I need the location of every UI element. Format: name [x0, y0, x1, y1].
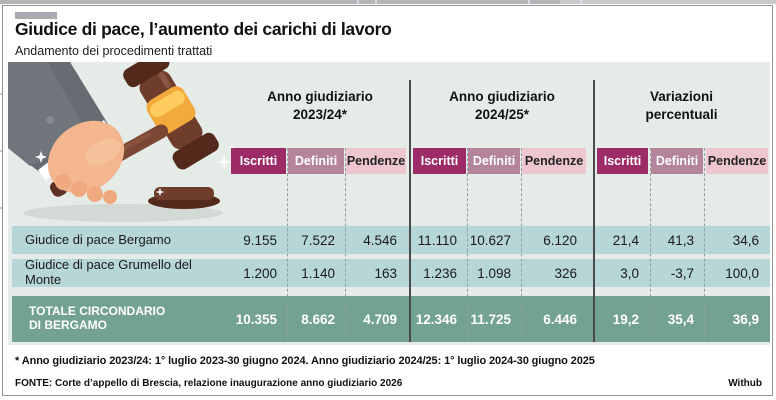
- source-line: FONTE: Corte d’appello di Brescia, relaz…: [15, 378, 403, 389]
- column-group-2024-25: Anno giudiziario 2024/25*: [449, 89, 555, 122]
- table-panel: Anno giudiziario 2023/24* Anno giudiziar…: [8, 62, 770, 345]
- col-header-definiti: Definiti: [651, 148, 703, 174]
- cell: 12.346: [415, 311, 457, 327]
- top-strip-divider: [528, 0, 530, 4]
- cell: 10.355: [235, 311, 277, 327]
- kicker-bar: [15, 12, 57, 19]
- cell: 19,2: [612, 311, 639, 327]
- col-header-iscritti: Iscritti: [597, 148, 648, 174]
- cell: 326: [554, 265, 577, 281]
- column-divider: [345, 148, 346, 342]
- top-strip-divider: [357, 0, 359, 4]
- credit: Withub: [728, 378, 762, 389]
- column-divider: [704, 148, 705, 342]
- table-row-bergamo: Giudice di pace Bergamo 9.155 7.522 4.54…: [12, 226, 770, 254]
- row-label: Giudice di pace Grumello del Monte: [25, 257, 192, 287]
- page-edge-mark: [0, 207, 3, 209]
- column-divider: [521, 148, 522, 342]
- group-divider: [409, 80, 411, 342]
- cell: 1.098: [477, 265, 511, 281]
- col-header-pendenze: Pendenze: [706, 148, 768, 174]
- cell: 7.522: [301, 232, 335, 248]
- cell: 10.627: [469, 232, 511, 248]
- top-strip-divider: [580, 0, 582, 4]
- col-header-pendenze: Pendenze: [522, 148, 586, 174]
- row-label: TOTALE CIRCONDARIO DI BERGAMO: [29, 304, 166, 332]
- cell: 100,0: [725, 265, 759, 281]
- cell: 35,4: [667, 311, 694, 327]
- cell: 34,6: [732, 232, 759, 248]
- cell: 6.120: [543, 232, 577, 248]
- column-header-row: Iscritti Definiti Pendenze Iscritti Defi…: [12, 148, 770, 174]
- col-header-iscritti: Iscritti: [231, 148, 286, 174]
- column-divider: [287, 148, 288, 342]
- cell: 9.155: [243, 232, 277, 248]
- footnote: * Anno giudiziario 2023/24: 1° luglio 20…: [15, 355, 595, 367]
- cell: 1.200: [243, 265, 277, 281]
- table-row-total: TOTALE CIRCONDARIO DI BERGAMO 10.355 8.6…: [12, 296, 770, 342]
- cell: 3,0: [620, 265, 639, 281]
- col-header-iscritti: Iscritti: [413, 148, 466, 174]
- col-header-pendenze: Pendenze: [346, 148, 406, 174]
- page-edge-mark: [0, 93, 3, 95]
- cell: 6.446: [543, 311, 577, 327]
- page-subtitle: Andamento dei procedimenti trattati: [15, 44, 213, 58]
- top-strip-segment: [560, 0, 776, 4]
- col-header-definiti: Definiti: [288, 148, 344, 174]
- top-strip-divider: [375, 0, 377, 4]
- column-divider: [467, 148, 468, 342]
- gavel-illustration: [8, 62, 236, 222]
- cell: 163: [374, 265, 397, 281]
- column-group-variazioni: Variazioni percentuali: [645, 89, 718, 122]
- col-header-definiti: Definiti: [468, 148, 520, 174]
- row-label: Giudice di pace Bergamo: [25, 231, 171, 247]
- page-title: Giudice di pace, l’aumento dei carichi d…: [15, 19, 392, 39]
- cell: 21,4: [612, 232, 639, 248]
- page-edge-mark: [0, 150, 3, 152]
- cell: 1.236: [423, 265, 457, 281]
- cell: 4.546: [363, 232, 397, 248]
- cell: 4.709: [363, 311, 397, 327]
- cell: 8.662: [301, 311, 335, 327]
- group-divider: [593, 80, 595, 342]
- cell: 11.725: [470, 311, 511, 327]
- page-top-strip: [0, 0, 776, 4]
- column-group-2023-24: Anno giudiziario 2023/24*: [267, 89, 373, 122]
- cell: 11.110: [417, 232, 457, 248]
- table-row-grumello: Giudice di pace Grumello del Monte 1.200…: [12, 257, 770, 287]
- cell: 41,3: [667, 232, 694, 248]
- infographic-frame: Giudice di pace, l’aumento dei carichi d…: [2, 5, 773, 396]
- cell: -3,7: [670, 265, 694, 281]
- cell: 1.140: [301, 265, 335, 281]
- column-divider: [650, 148, 651, 342]
- cell: 36,9: [732, 311, 759, 327]
